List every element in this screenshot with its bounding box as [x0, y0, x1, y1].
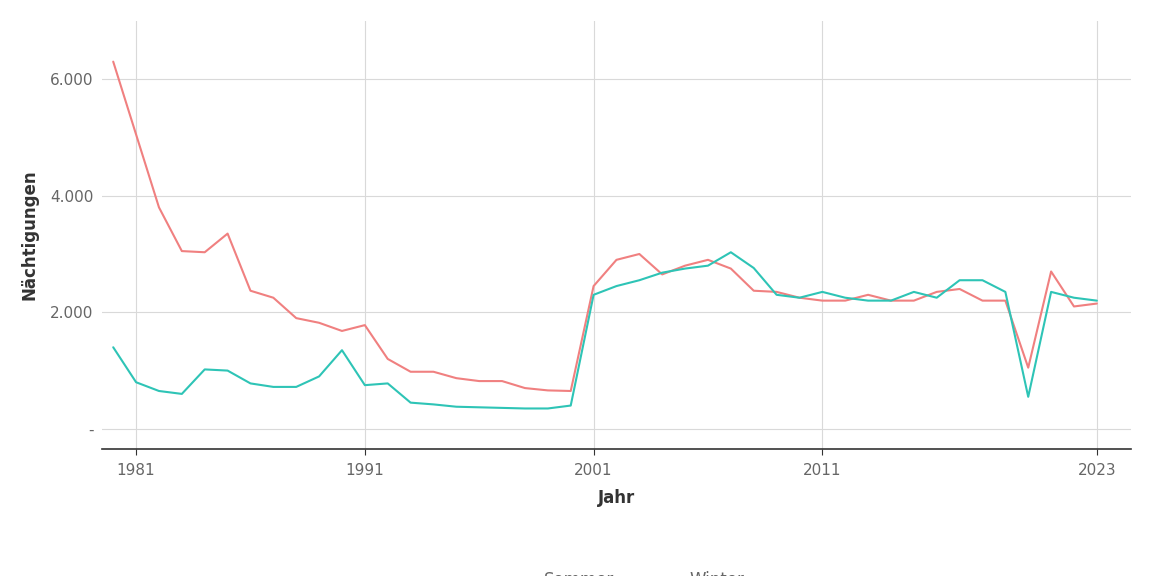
Sommer — [609, 256, 623, 263]
Winter — [495, 404, 509, 411]
Winter — [793, 294, 806, 301]
Winter — [563, 402, 577, 409]
Sommer — [243, 287, 257, 294]
Winter — [770, 291, 783, 298]
Winter — [1090, 297, 1104, 304]
Winter — [312, 373, 326, 380]
Winter — [449, 403, 463, 410]
Sommer — [723, 265, 737, 272]
Sommer — [198, 249, 212, 256]
Sommer — [770, 289, 783, 295]
Winter — [884, 297, 897, 304]
Sommer — [702, 256, 715, 263]
Sommer — [679, 262, 692, 269]
Winter — [198, 366, 212, 373]
Line: Sommer: Sommer — [113, 62, 1097, 391]
Winter — [702, 262, 715, 269]
Sommer — [907, 297, 920, 304]
Winter — [541, 405, 555, 412]
Winter — [1044, 289, 1058, 295]
Sommer — [976, 297, 990, 304]
Legend: Sommer, Winter: Sommer, Winter — [483, 564, 751, 576]
Winter — [930, 294, 943, 301]
Sommer — [358, 321, 372, 328]
Sommer — [449, 375, 463, 382]
Sommer — [586, 283, 600, 290]
Sommer — [152, 204, 166, 211]
Sommer — [563, 388, 577, 395]
Sommer — [862, 291, 876, 298]
Winter — [1067, 294, 1081, 301]
Winter — [152, 388, 166, 395]
Winter — [999, 289, 1013, 295]
Winter — [586, 291, 600, 298]
Sommer — [426, 368, 440, 375]
Sommer — [1044, 268, 1058, 275]
Sommer — [541, 387, 555, 394]
Sommer — [816, 297, 829, 304]
Winter — [129, 379, 143, 386]
Sommer — [1090, 300, 1104, 307]
Winter — [381, 380, 395, 387]
Winter — [472, 404, 486, 411]
Sommer — [793, 294, 806, 301]
Winter — [335, 347, 349, 354]
Winter — [266, 384, 280, 391]
Winter — [655, 269, 669, 276]
Winter — [426, 401, 440, 408]
Line: Winter: Winter — [113, 252, 1097, 408]
Sommer — [999, 297, 1013, 304]
Sommer — [495, 378, 509, 385]
Winter — [816, 289, 829, 295]
Winter — [1022, 393, 1036, 400]
Sommer — [106, 58, 120, 65]
Sommer — [1067, 303, 1081, 310]
Sommer — [839, 297, 852, 304]
Winter — [839, 294, 852, 301]
Winter — [679, 265, 692, 272]
Winter — [518, 405, 532, 412]
Sommer — [930, 289, 943, 295]
Sommer — [381, 355, 395, 362]
Sommer — [746, 287, 760, 294]
Winter — [953, 277, 967, 284]
Winter — [907, 289, 920, 295]
Winter — [221, 367, 235, 374]
Winter — [175, 391, 189, 397]
Sommer — [632, 251, 646, 257]
Winter — [609, 283, 623, 290]
Sommer — [1022, 364, 1036, 371]
Sommer — [175, 248, 189, 255]
X-axis label: Jahr: Jahr — [598, 489, 635, 507]
Winter — [632, 277, 646, 284]
Winter — [289, 384, 303, 391]
Sommer — [953, 286, 967, 293]
Winter — [403, 399, 417, 406]
Winter — [746, 264, 760, 271]
Sommer — [884, 297, 897, 304]
Sommer — [289, 314, 303, 321]
Winter — [106, 344, 120, 351]
Winter — [243, 380, 257, 387]
Sommer — [472, 378, 486, 385]
Winter — [358, 382, 372, 389]
Y-axis label: Nächtigungen: Nächtigungen — [21, 170, 39, 300]
Sommer — [266, 294, 280, 301]
Sommer — [335, 328, 349, 335]
Winter — [723, 249, 737, 256]
Sommer — [312, 319, 326, 326]
Sommer — [221, 230, 235, 237]
Sommer — [655, 271, 669, 278]
Sommer — [403, 368, 417, 375]
Winter — [862, 297, 876, 304]
Sommer — [518, 385, 532, 392]
Sommer — [129, 131, 143, 138]
Winter — [976, 277, 990, 284]
